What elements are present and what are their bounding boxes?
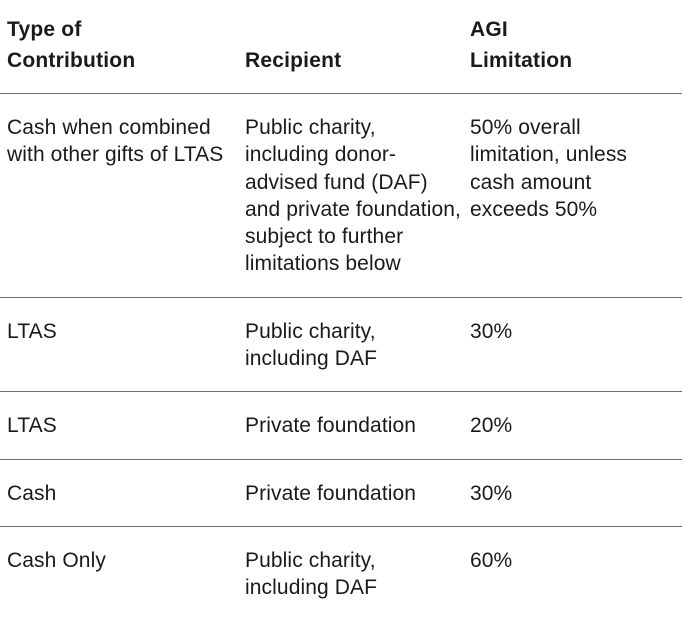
- header-recipient-label: Recipient: [245, 49, 342, 72]
- header-agi-line2: Limitation: [470, 49, 573, 72]
- header-agi-line1: AGI: [470, 18, 508, 41]
- cell-type: LTAS: [0, 297, 238, 393]
- cell-type: Cash Only: [7, 548, 106, 572]
- table-row: Cash when combined with other gifts of L…: [0, 93, 682, 298]
- table-row: Cash Private foundation 30%: [0, 459, 682, 527]
- cell-type: Cash: [0, 459, 238, 527]
- cell-recipient: Public charity, including donor-advised …: [238, 93, 463, 298]
- cell-agi-limit: 30%: [463, 459, 682, 527]
- cell-agi-limit: 30%: [463, 297, 682, 393]
- cell-type: Cash when combined with other gifts of L…: [0, 93, 238, 298]
- cell-recipient: Private foundation: [238, 391, 463, 460]
- cell-agi-limit: 20%: [463, 391, 682, 460]
- header-recipient: Recipient: [238, 0, 463, 94]
- cell-recipient: Private foundation: [238, 459, 463, 527]
- table-body: Cash when combined with other gifts of L…: [0, 93, 682, 621]
- cell-recipient: Public charity, including DAF: [245, 548, 378, 600]
- table-row: LTAS Public charity, including DAF 30%: [0, 297, 682, 393]
- header-type-line1: Type of: [7, 18, 82, 41]
- table-row: Cash Only Public charity, including DAF …: [0, 526, 682, 620]
- cell-agi-limit: 60%: [470, 548, 513, 572]
- cell-recipient: Public charity, including DAF: [238, 297, 463, 393]
- table-row: LTAS Private foundation 20%: [0, 391, 682, 460]
- header-type-of-contribution: Type of Contribution: [0, 0, 238, 94]
- header-type-line2: Contribution: [7, 49, 136, 72]
- header-agi-limitation: AGI Limitation: [463, 0, 682, 94]
- cell-agi-limit: 50% overall limitation, unless cash amou…: [463, 93, 682, 298]
- header-row: Type of Contribution Recipient AGI Limit…: [0, 0, 682, 94]
- cell-type: LTAS: [0, 391, 238, 460]
- table-header: Type of Contribution Recipient AGI Limit…: [0, 0, 682, 94]
